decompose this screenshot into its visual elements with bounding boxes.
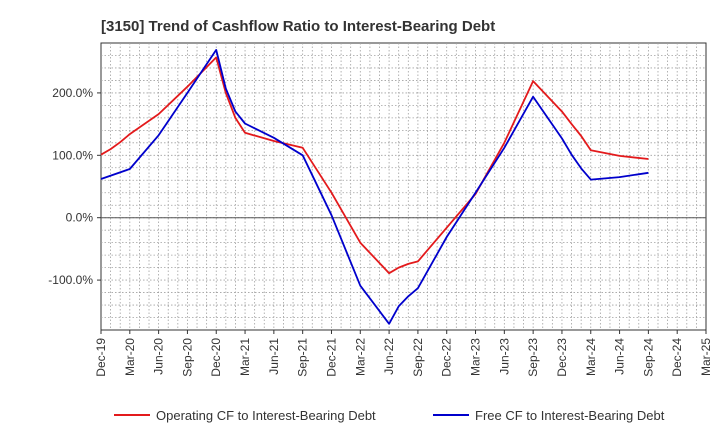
- series-line-2: [100, 49, 649, 325]
- grid-lines: [101, 43, 706, 330]
- plot-area: [100, 42, 707, 331]
- x-tick-label: Dec-20: [209, 338, 223, 377]
- x-axis-ticks: Dec-19 Mar-20 Jun-20 Sep-20 Dec-20 Mar-21 Jun-…: [94, 330, 713, 377]
- x-tick-label: Dec-19: [94, 338, 108, 377]
- x-tick-label: Dec-24: [670, 338, 684, 377]
- x-tick-label: Dec-23: [555, 338, 569, 377]
- y-tick-label: 0.0%: [66, 211, 94, 225]
- y-tick-label: 200.0%: [52, 86, 93, 100]
- x-tick-label: Mar-24: [584, 338, 598, 376]
- x-tick-label: Mar-22: [353, 338, 367, 376]
- series-line-1: [100, 56, 649, 275]
- x-tick-label: Sep-22: [411, 338, 425, 377]
- y-axis-ticks: 200.0% 100.0% 0.0% -100.0%: [48, 86, 101, 287]
- legend-label-2: Free CF to Interest-Bearing Debt: [475, 408, 665, 423]
- x-tick-label: Dec-21: [324, 338, 338, 377]
- legend-label-1: Operating CF to Interest-Bearing Debt: [156, 408, 376, 423]
- x-tick-label: Sep-21: [296, 338, 310, 377]
- x-tick-label: Jun-22: [382, 338, 396, 375]
- x-tick-label: Sep-23: [526, 338, 540, 377]
- chart-title: [3150] Trend of Cashflow Ratio to Intere…: [101, 18, 495, 35]
- legend: Operating CF to Interest-Bearing Debt Fre…: [114, 408, 665, 423]
- x-tick-label: Mar-21: [238, 338, 252, 376]
- x-tick-label: Mar-20: [123, 338, 137, 376]
- x-tick-label: Sep-24: [641, 338, 655, 377]
- x-tick-label: Jun-24: [613, 338, 627, 375]
- y-tick-label: -100.0%: [48, 273, 93, 287]
- x-tick-label: Sep-20: [180, 338, 194, 377]
- x-tick-label: Mar-23: [469, 338, 483, 376]
- x-tick-label: Jun-21: [267, 338, 281, 375]
- x-tick-label: Mar-25: [699, 338, 713, 376]
- x-tick-label: Jun-20: [152, 338, 166, 375]
- x-tick-label: Jun-23: [497, 338, 511, 375]
- y-tick-label: 100.0%: [52, 148, 93, 162]
- series-layer: [100, 49, 649, 325]
- x-tick-label: Dec-22: [440, 338, 454, 377]
- plot-frame: [100, 42, 707, 331]
